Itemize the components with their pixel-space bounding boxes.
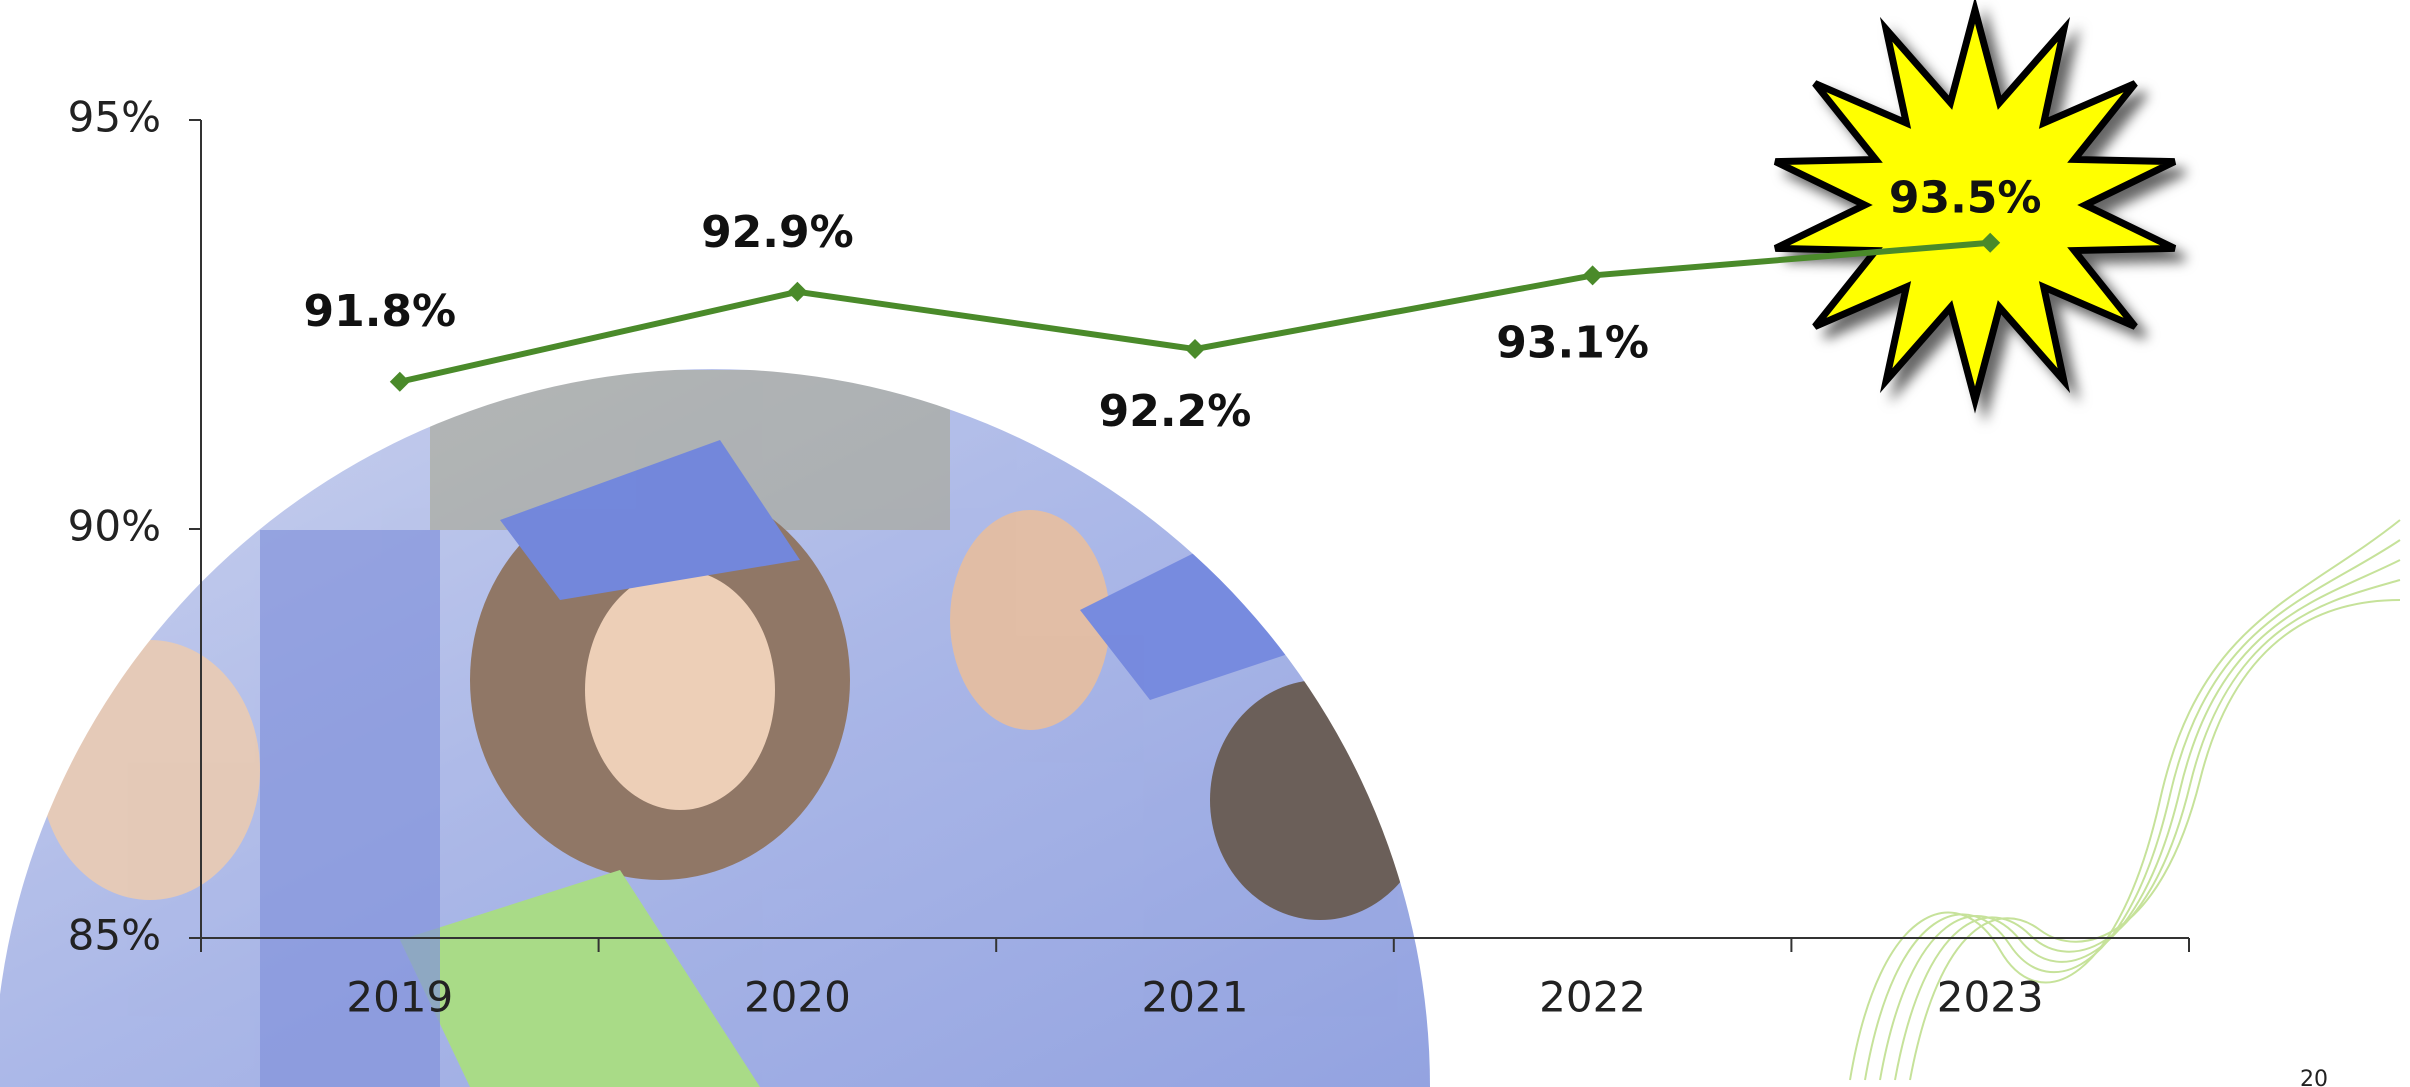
marker [1185, 339, 1205, 360]
data-label: 92.2% [1099, 386, 1252, 437]
page-number: 20 [2300, 1067, 2328, 1087]
x-tick-label: 2019 [346, 973, 453, 1022]
y-tick-label: 85% [68, 911, 161, 960]
data-label: 93.5% [1889, 173, 2042, 224]
line [399, 239, 1991, 385]
decorative-waves [1849, 519, 2401, 1081]
data-label: 93.1% [1496, 317, 1649, 368]
data-label: 92.9% [701, 207, 854, 258]
x-tick-label: 2021 [1142, 973, 1249, 1022]
x-tick-label: 2023 [1937, 973, 2044, 1022]
marker [389, 371, 410, 392]
marker [1980, 232, 2001, 253]
data-label: 91.8% [303, 286, 456, 337]
x-tick-label: 2020 [744, 973, 851, 1022]
starburst [1773, 0, 2177, 414]
marker [1582, 265, 1603, 286]
marker [787, 281, 808, 302]
y-tick-label: 95% [68, 93, 161, 142]
x-tick-label: 2022 [1539, 973, 1646, 1022]
y-tick-label: 90% [68, 502, 161, 551]
